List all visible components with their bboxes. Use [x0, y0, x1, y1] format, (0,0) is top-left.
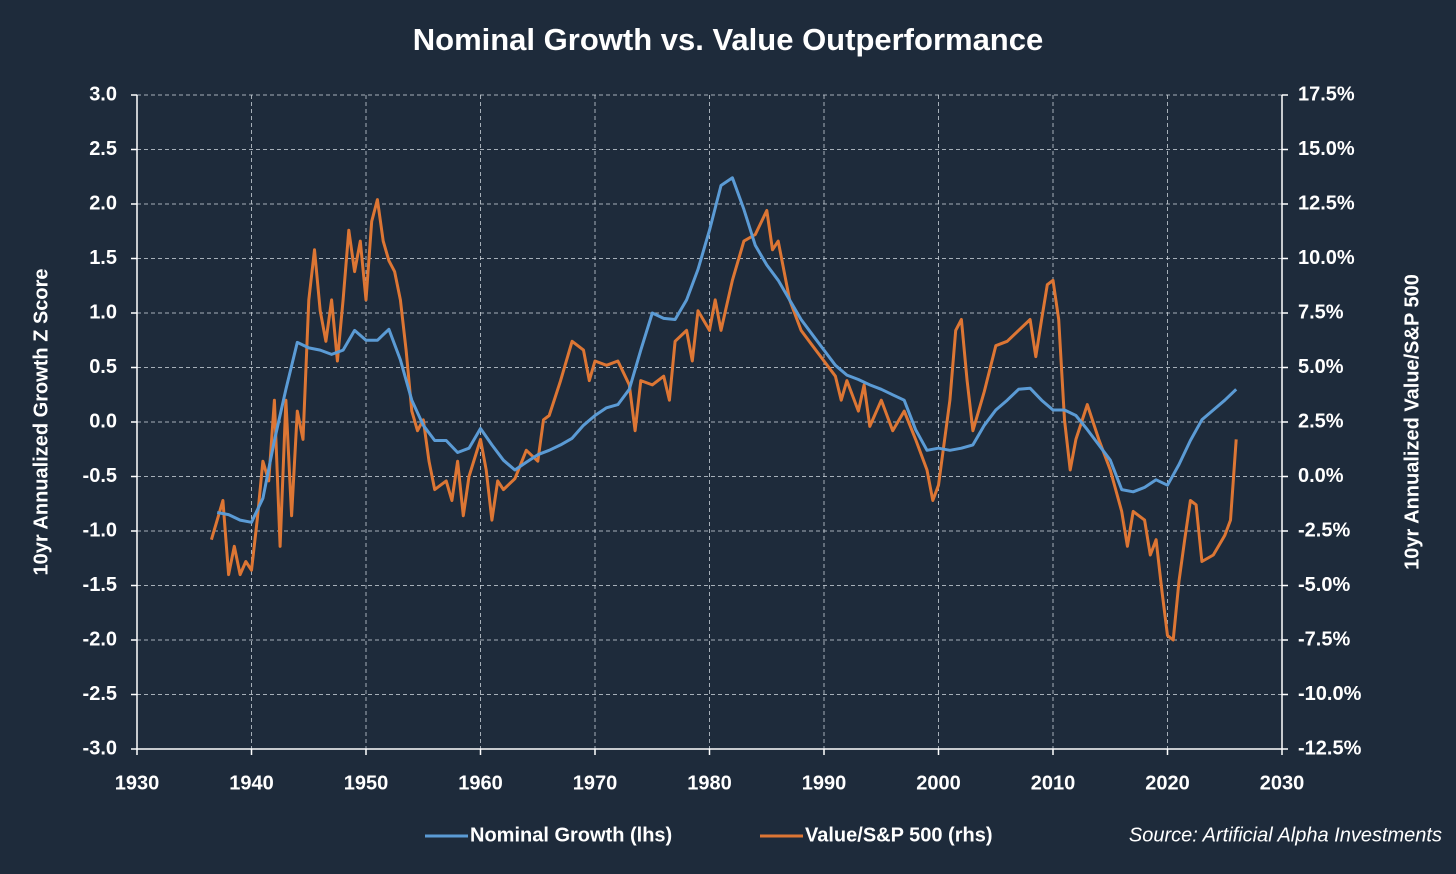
- legend-label: Value/S&P 500 (rhs): [805, 824, 993, 846]
- y2-tick-label: 10.0%: [1298, 247, 1355, 269]
- y-tick-label: -1.5: [83, 574, 117, 596]
- x-tick-label: 1970: [573, 772, 618, 794]
- y-tick-label: -2.0: [83, 628, 117, 650]
- y2-tick-label: -12.5%: [1298, 737, 1362, 759]
- x-tick-label: 1950: [344, 772, 389, 794]
- y2-tick-label: -5.0%: [1298, 574, 1350, 596]
- y2-tick-label: -7.5%: [1298, 628, 1350, 650]
- y2-tick-label: 0.0%: [1298, 465, 1344, 487]
- y2-tick-label: 15.0%: [1298, 138, 1355, 160]
- y-tick-label: 2.0: [89, 192, 117, 214]
- series-line: [209, 198, 1238, 642]
- x-tick-label: 2000: [916, 772, 961, 794]
- x-tick-label: 2030: [1260, 772, 1305, 794]
- y2-tick-label: 5.0%: [1298, 356, 1344, 378]
- y-tick-label: 3.0: [89, 83, 117, 105]
- x-tick-label: 1980: [687, 772, 732, 794]
- y2-tick-label: 17.5%: [1298, 83, 1355, 105]
- y-tick-label: 1.5: [89, 247, 117, 269]
- chart-title: Nominal Growth vs. Value Outperformance: [413, 22, 1043, 57]
- y-tick-label: 0.0: [89, 410, 117, 432]
- x-tick-label: 1940: [229, 772, 274, 794]
- y2-tick-label: 2.5%: [1298, 410, 1344, 432]
- y2-axis-title: 10yr Annualized Value/S&P 500: [1401, 274, 1423, 570]
- y2-tick-label: 7.5%: [1298, 301, 1344, 323]
- y2-tick-label: -2.5%: [1298, 519, 1350, 541]
- y-tick-label: -0.5: [83, 465, 117, 487]
- legend-label: Nominal Growth (lhs): [470, 824, 672, 846]
- x-tick-label: 1990: [802, 772, 847, 794]
- x-tick-label: 2020: [1145, 772, 1190, 794]
- y-axis-title: 10yr Annualized Growth Z Score: [30, 268, 52, 575]
- y-tick-label: -3.0: [83, 737, 117, 759]
- y-tick-label: -2.5: [83, 683, 117, 705]
- y-tick-label: 2.5: [89, 138, 117, 160]
- x-tick-label: 2010: [1031, 772, 1076, 794]
- y-tick-label: 1.0: [89, 301, 117, 323]
- y-tick-label: 0.5: [89, 356, 117, 378]
- x-tick-label: 1960: [458, 772, 503, 794]
- series-line: [216, 176, 1238, 524]
- source-note: Source: Artificial Alpha Investments: [1129, 824, 1442, 846]
- y2-tick-label: -10.0%: [1298, 683, 1362, 705]
- x-tick-label: 1930: [115, 772, 160, 794]
- y2-tick-label: 12.5%: [1298, 192, 1355, 214]
- y-tick-label: -1.0: [83, 519, 117, 541]
